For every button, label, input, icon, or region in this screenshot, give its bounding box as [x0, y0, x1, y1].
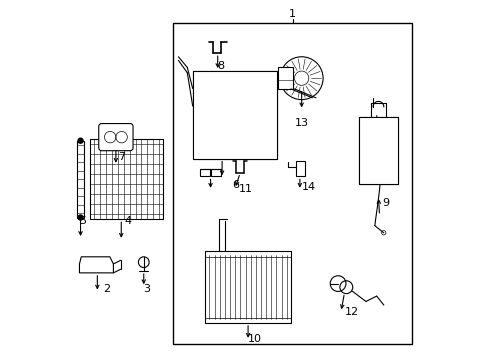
Bar [77, 141, 84, 217]
Bar [278, 67, 292, 89]
Bar [211, 168, 221, 176]
Circle shape [78, 215, 83, 220]
Bar [358, 117, 397, 184]
Text: 7: 7 [118, 152, 124, 162]
Text: 4: 4 [124, 216, 132, 226]
Text: 5: 5 [80, 216, 86, 226]
FancyBboxPatch shape [99, 123, 133, 151]
Text: 13: 13 [294, 118, 308, 128]
Text: 2: 2 [103, 284, 110, 294]
Text: 9: 9 [381, 198, 388, 208]
Text: 10: 10 [248, 334, 262, 344]
Circle shape [78, 138, 83, 143]
Text: 14: 14 [301, 182, 315, 192]
Bar [173, 23, 411, 344]
Text: 1: 1 [288, 9, 296, 19]
Bar [205, 251, 290, 323]
Bar [295, 161, 304, 176]
Text: 8: 8 [217, 61, 224, 71]
Bar [192, 71, 276, 158]
Text: 6: 6 [232, 180, 239, 190]
Bar [358, 117, 397, 184]
Text: 11: 11 [239, 184, 253, 194]
Text: 12: 12 [344, 307, 358, 317]
Text: 3: 3 [142, 284, 149, 294]
Bar [200, 168, 209, 176]
Bar [90, 139, 163, 219]
Bar [192, 71, 276, 158]
